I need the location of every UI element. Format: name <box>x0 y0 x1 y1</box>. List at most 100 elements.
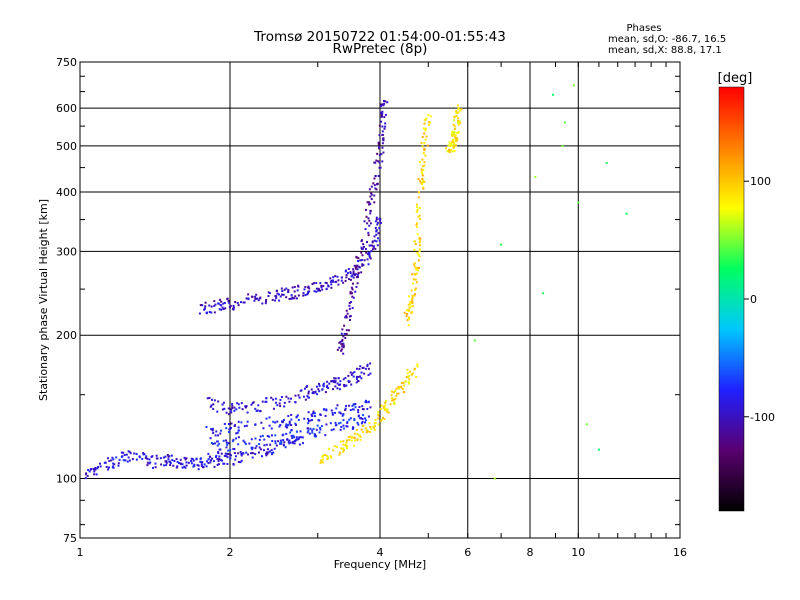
echo-point <box>337 283 340 286</box>
echo-point <box>260 421 263 424</box>
echo-point <box>219 432 222 435</box>
echo-point <box>306 431 309 434</box>
echo-point <box>344 270 347 273</box>
echo-point <box>407 303 410 306</box>
echo-point <box>378 147 381 150</box>
echo-point <box>424 138 427 141</box>
echo-point <box>353 437 356 440</box>
echo-point <box>342 424 345 427</box>
echo-point <box>424 119 427 122</box>
echo-point <box>354 406 357 409</box>
echo-point <box>258 438 261 441</box>
echo-point <box>353 264 356 267</box>
echo-point <box>362 263 365 266</box>
echo-point <box>415 223 418 226</box>
echo-point <box>240 452 243 455</box>
echo-point <box>423 148 426 151</box>
echo-point <box>358 266 361 269</box>
echo-point <box>176 465 179 468</box>
echo-point <box>128 450 131 453</box>
echo-point <box>287 288 290 291</box>
echo-point <box>397 387 400 390</box>
echo-point <box>300 389 303 392</box>
echo-point <box>225 427 228 430</box>
echo-point <box>213 311 216 314</box>
echo-point <box>369 202 372 205</box>
echo-point <box>457 108 460 111</box>
echo-point <box>216 458 219 461</box>
echo-point <box>297 418 300 421</box>
echo-point <box>324 434 327 437</box>
echo-point <box>135 453 138 456</box>
echo-point <box>345 447 348 450</box>
echo-point <box>413 248 416 251</box>
echo-point <box>296 430 299 433</box>
echo-point <box>334 421 337 424</box>
echo-point <box>334 275 337 278</box>
echo-point <box>563 121 566 124</box>
echo-point <box>454 144 457 147</box>
echo-point <box>307 429 310 432</box>
echo-point <box>338 388 341 391</box>
echo-point <box>362 245 365 248</box>
echo-point <box>274 397 277 400</box>
echo-point <box>359 375 362 378</box>
echo-point <box>282 439 285 442</box>
echo-point <box>424 154 427 157</box>
echo-point <box>289 431 292 434</box>
echo-point <box>351 306 354 309</box>
echo-point <box>216 463 219 466</box>
echo-point <box>416 226 419 229</box>
echo-point <box>288 439 291 442</box>
echo-point <box>183 465 186 468</box>
echo-point <box>245 451 248 454</box>
echo-point <box>365 399 368 402</box>
echo-point <box>339 440 342 443</box>
echo-point <box>128 459 131 462</box>
echo-point <box>361 263 364 266</box>
echo-point <box>405 375 408 378</box>
echo-point <box>162 464 165 467</box>
echo-point <box>343 385 346 388</box>
echo-point <box>411 300 414 303</box>
echo-point <box>218 442 221 445</box>
echo-point <box>210 311 213 314</box>
phase-stats-o: mean, sd,O: -86.7, 16.5 <box>608 34 726 45</box>
echo-point <box>418 255 421 258</box>
echo-point <box>166 453 169 456</box>
echo-point <box>446 150 449 153</box>
echo-point <box>346 421 349 424</box>
echo-point <box>205 425 208 428</box>
echo-point <box>359 259 362 262</box>
echo-point <box>416 251 419 254</box>
echo-point <box>225 439 228 442</box>
echo-point <box>377 413 380 416</box>
echo-point <box>326 380 329 383</box>
echo-point <box>344 376 347 379</box>
echo-point <box>330 456 333 459</box>
echo-point <box>367 400 370 403</box>
echo-point <box>223 301 226 304</box>
echo-point <box>224 307 227 310</box>
echo-point <box>423 142 426 145</box>
echo-point <box>450 143 453 146</box>
echo-point <box>342 413 345 416</box>
echo-point <box>307 290 310 293</box>
echo-point <box>303 417 306 420</box>
echo-point <box>373 194 376 197</box>
echo-point <box>209 459 212 462</box>
echo-point <box>381 138 384 141</box>
echo-point <box>334 411 337 414</box>
echo-point <box>232 438 235 441</box>
echo-point <box>456 121 459 124</box>
echo-point <box>242 439 245 442</box>
echo-point <box>605 162 608 165</box>
echo-point <box>265 300 268 303</box>
echo-point <box>346 425 349 428</box>
echo-point <box>312 427 315 430</box>
echo-point <box>330 279 333 282</box>
echo-point <box>212 407 215 410</box>
echo-point <box>313 412 316 415</box>
echo-point <box>145 455 148 458</box>
echo-point <box>117 462 120 465</box>
